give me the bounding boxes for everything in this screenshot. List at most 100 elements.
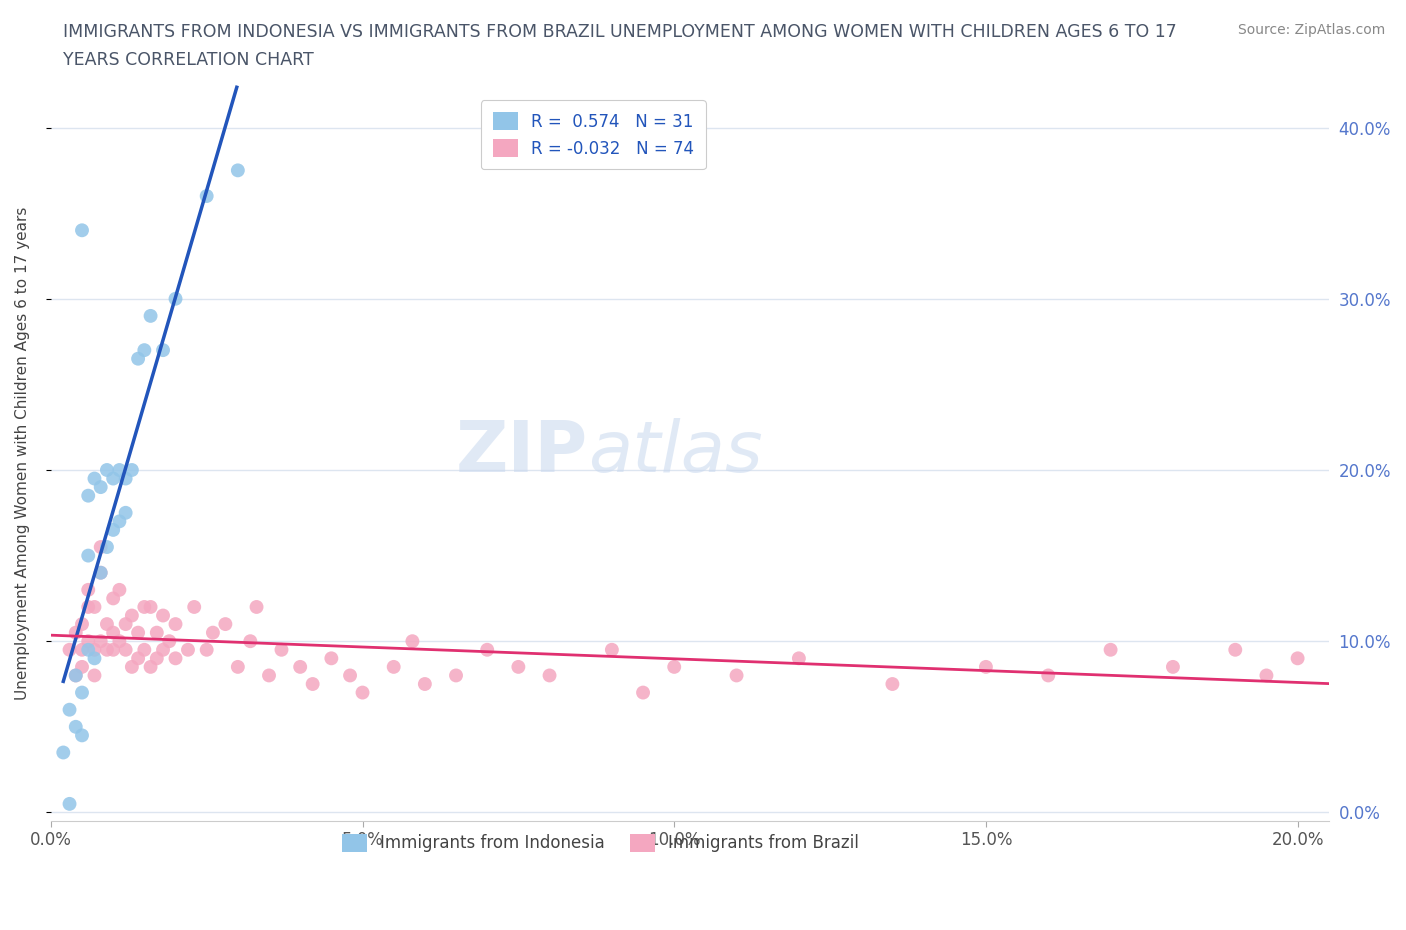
Text: ZIP: ZIP xyxy=(456,418,588,487)
Point xyxy=(339,668,361,683)
Point xyxy=(77,643,100,658)
Point xyxy=(165,291,187,306)
Point xyxy=(58,796,80,811)
Point xyxy=(114,505,136,520)
Point xyxy=(127,352,149,366)
Point xyxy=(157,633,180,648)
Point xyxy=(108,514,131,529)
Point xyxy=(70,643,93,658)
Point xyxy=(226,163,249,178)
Point xyxy=(974,659,997,674)
Point xyxy=(58,643,80,658)
Point xyxy=(96,617,118,631)
Point xyxy=(96,539,118,554)
Point xyxy=(146,651,169,666)
Point xyxy=(146,625,169,640)
Point xyxy=(52,745,75,760)
Point xyxy=(83,643,105,658)
Point xyxy=(70,617,93,631)
Text: atlas: atlas xyxy=(588,418,762,487)
Point xyxy=(152,643,174,658)
Point xyxy=(134,643,156,658)
Legend: Immigrants from Indonesia, Immigrants from Brazil: Immigrants from Indonesia, Immigrants fr… xyxy=(333,825,868,860)
Point xyxy=(101,643,124,658)
Point xyxy=(108,462,131,477)
Point xyxy=(83,651,105,666)
Point xyxy=(139,600,162,615)
Point xyxy=(1225,643,1247,658)
Point xyxy=(83,472,105,486)
Point xyxy=(77,548,100,563)
Point xyxy=(600,643,623,658)
Point xyxy=(65,720,87,735)
Point xyxy=(508,659,530,674)
Text: YEARS CORRELATION CHART: YEARS CORRELATION CHART xyxy=(63,51,314,69)
Point xyxy=(1286,651,1309,666)
Point xyxy=(96,643,118,658)
Text: IMMIGRANTS FROM INDONESIA VS IMMIGRANTS FROM BRAZIL UNEMPLOYMENT AMONG WOMEN WIT: IMMIGRANTS FROM INDONESIA VS IMMIGRANTS … xyxy=(63,23,1177,41)
Point xyxy=(183,600,205,615)
Point xyxy=(165,617,187,631)
Point xyxy=(413,676,436,691)
Point xyxy=(882,676,904,691)
Point xyxy=(270,643,292,658)
Point xyxy=(152,608,174,623)
Point xyxy=(90,565,112,580)
Point xyxy=(152,342,174,357)
Point xyxy=(239,633,262,648)
Point xyxy=(787,651,810,666)
Point xyxy=(257,668,280,683)
Point xyxy=(114,472,136,486)
Point xyxy=(101,472,124,486)
Point xyxy=(245,600,267,615)
Point xyxy=(77,488,100,503)
Point xyxy=(139,309,162,324)
Point xyxy=(101,523,124,538)
Point xyxy=(77,633,100,648)
Y-axis label: Unemployment Among Women with Children Ages 6 to 17 years: Unemployment Among Women with Children A… xyxy=(15,206,30,699)
Point xyxy=(352,685,374,700)
Point xyxy=(70,223,93,238)
Point xyxy=(90,565,112,580)
Point xyxy=(127,625,149,640)
Point xyxy=(65,625,87,640)
Point xyxy=(114,643,136,658)
Point xyxy=(65,668,87,683)
Point xyxy=(165,651,187,666)
Point xyxy=(90,480,112,495)
Point xyxy=(134,342,156,357)
Point xyxy=(195,643,218,658)
Point xyxy=(1256,668,1278,683)
Point xyxy=(139,659,162,674)
Point xyxy=(108,633,131,648)
Point xyxy=(83,668,105,683)
Point xyxy=(195,189,218,204)
Point xyxy=(1161,659,1184,674)
Point xyxy=(1099,643,1122,658)
Point xyxy=(725,668,748,683)
Point xyxy=(121,462,143,477)
Point xyxy=(226,659,249,674)
Point xyxy=(214,617,236,631)
Point xyxy=(90,633,112,648)
Point xyxy=(477,643,499,658)
Point xyxy=(77,582,100,597)
Point xyxy=(177,643,200,658)
Point xyxy=(114,617,136,631)
Point xyxy=(121,659,143,674)
Point xyxy=(134,600,156,615)
Point xyxy=(301,676,323,691)
Point xyxy=(70,728,93,743)
Point xyxy=(70,685,93,700)
Point xyxy=(101,625,124,640)
Point xyxy=(96,462,118,477)
Point xyxy=(444,668,467,683)
Point xyxy=(664,659,686,674)
Point xyxy=(290,659,312,674)
Point xyxy=(201,625,224,640)
Point xyxy=(77,600,100,615)
Point xyxy=(127,651,149,666)
Point xyxy=(121,608,143,623)
Text: Source: ZipAtlas.com: Source: ZipAtlas.com xyxy=(1237,23,1385,37)
Point xyxy=(101,591,124,605)
